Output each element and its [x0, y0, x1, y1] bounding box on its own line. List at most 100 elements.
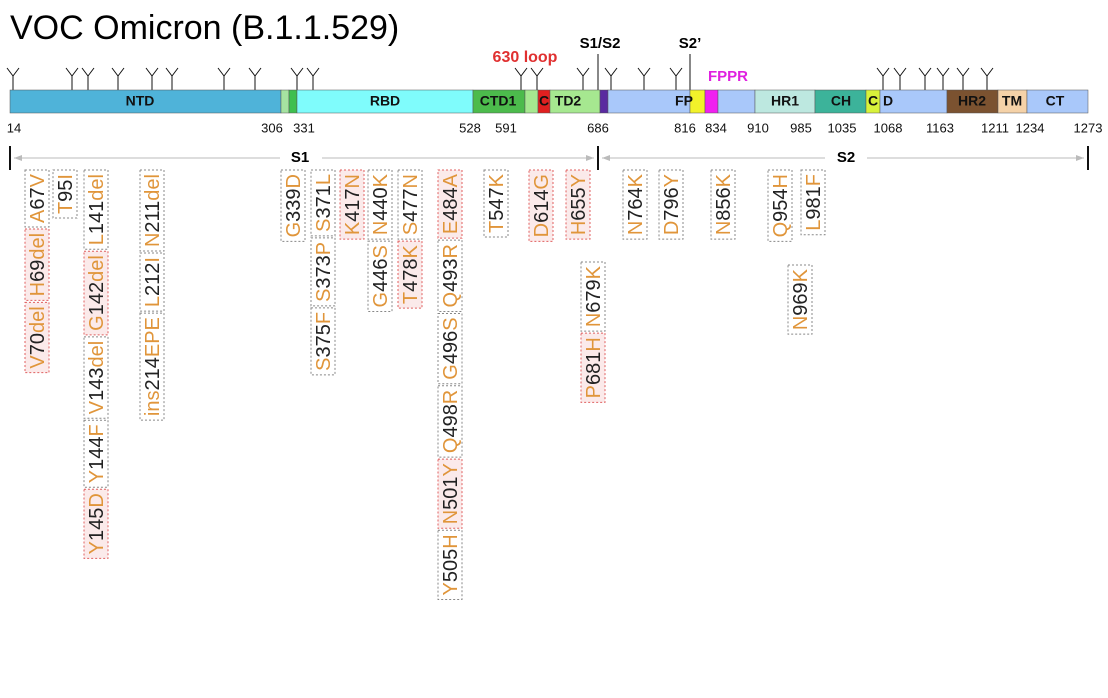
region-arrows — [9, 146, 1089, 170]
mutation-box — [310, 169, 336, 237]
glycan — [637, 67, 651, 90]
mutation-label: L141del — [86, 174, 108, 245]
glycan — [530, 67, 544, 90]
domain-label: C — [539, 93, 549, 109]
mutation-box — [83, 250, 109, 336]
mutation-label: ins214EPE — [142, 317, 164, 416]
mutation-label: H69del — [27, 233, 49, 296]
glycan — [918, 67, 932, 90]
s2-label: S2 — [837, 149, 855, 166]
domain-label: NTD — [126, 93, 155, 109]
mutation-box — [787, 264, 813, 335]
position-label: 1273 — [1074, 120, 1103, 135]
mutation-label: Q954H — [770, 174, 792, 237]
mutation-box — [83, 419, 109, 488]
glycan — [669, 67, 683, 90]
mutation-label: N856K — [713, 173, 735, 235]
mutation-label: A67V — [27, 173, 49, 223]
mutation-box — [658, 169, 684, 240]
glycan — [936, 67, 950, 90]
glycan — [306, 67, 320, 90]
position-label: 985 — [790, 120, 812, 135]
mutation-box — [139, 312, 165, 421]
mutation-box — [83, 169, 109, 250]
position-label: 834 — [705, 120, 727, 135]
mutation-label: N969K — [790, 268, 812, 330]
glycan — [876, 67, 890, 90]
glycan — [81, 67, 95, 90]
position-label: 1163 — [926, 120, 954, 135]
mutation-box — [310, 307, 336, 376]
mutation-label: T95I — [55, 174, 77, 214]
domain-label: RBD — [370, 93, 400, 109]
domain-label: CTD1 — [480, 93, 517, 109]
mutation-box — [800, 169, 826, 236]
mutation-label: V70del — [27, 306, 49, 368]
domain-label: C — [868, 93, 878, 109]
glycan — [248, 67, 262, 90]
mutation-label: P681H — [583, 337, 605, 398]
mutation-label: N211del — [142, 174, 164, 247]
mutation-label: S371L — [313, 174, 335, 232]
mutation-label: D614G — [531, 174, 553, 237]
mutation-box — [580, 261, 606, 332]
glycan — [217, 67, 231, 90]
position-label: 331 — [293, 120, 315, 135]
glycan — [111, 67, 125, 90]
mutation-box — [397, 240, 423, 309]
position-label: 1068 — [874, 120, 903, 135]
mutation-label: Y145D — [86, 493, 108, 554]
mutation-box — [310, 237, 336, 307]
mutation-box — [139, 252, 165, 312]
mutation-label: Y144F — [86, 424, 108, 483]
domain-label: HR1 — [771, 93, 799, 109]
mutation-box — [339, 169, 365, 240]
mutation-label: L981F — [803, 174, 825, 231]
mutation-label: H655Y — [568, 174, 590, 235]
mutation-box — [139, 169, 165, 252]
mutation-label: T478K — [400, 245, 422, 305]
mutation-box — [367, 240, 393, 312]
s2prime-label: S2’ — [679, 35, 702, 52]
glycan — [6, 67, 20, 90]
mutation-box — [24, 228, 50, 301]
position-label: 686 — [587, 120, 609, 135]
mutation-label: L212I — [142, 257, 164, 307]
fppr-label: FPPR — [708, 68, 748, 85]
mutation-box — [437, 385, 463, 458]
mutation-label: S375F — [313, 312, 335, 371]
s1-label: S1 — [291, 149, 309, 166]
mutation-label: S477N — [400, 174, 422, 235]
domain-label: TM — [1002, 93, 1022, 109]
glycans — [6, 67, 994, 90]
mutation-box — [52, 169, 78, 219]
mutation-box — [83, 336, 109, 419]
mutation-label: G496S — [440, 317, 462, 379]
mutation-label: S373P — [313, 242, 335, 302]
position-label: 910 — [747, 120, 769, 135]
mutation-label: Q493R — [440, 244, 462, 307]
mutation-box — [437, 239, 463, 312]
mutation-box — [24, 169, 50, 228]
domain-bar — [9, 89, 1089, 114]
position-label: 591 — [495, 120, 517, 135]
glycan — [290, 67, 304, 90]
domain-label: CT — [1046, 93, 1065, 109]
glycan — [893, 67, 907, 90]
mutation-box — [565, 169, 591, 240]
glycan — [576, 67, 590, 90]
mutation-label: E484A — [440, 173, 462, 234]
mutation-box — [483, 169, 509, 238]
domain-label: HR2 — [958, 93, 986, 109]
position-label: 306 — [261, 120, 283, 135]
mutation-box — [710, 169, 736, 240]
mutation-box — [437, 458, 463, 529]
mutation-label: Y505H — [440, 534, 462, 595]
mutation-box — [528, 169, 554, 242]
glycan — [145, 67, 159, 90]
mutation-label: G339D — [283, 174, 305, 237]
position-label: 528 — [459, 120, 481, 135]
domain-label: D — [883, 93, 893, 109]
position-label: 816 — [674, 120, 696, 135]
glycan — [65, 67, 79, 90]
